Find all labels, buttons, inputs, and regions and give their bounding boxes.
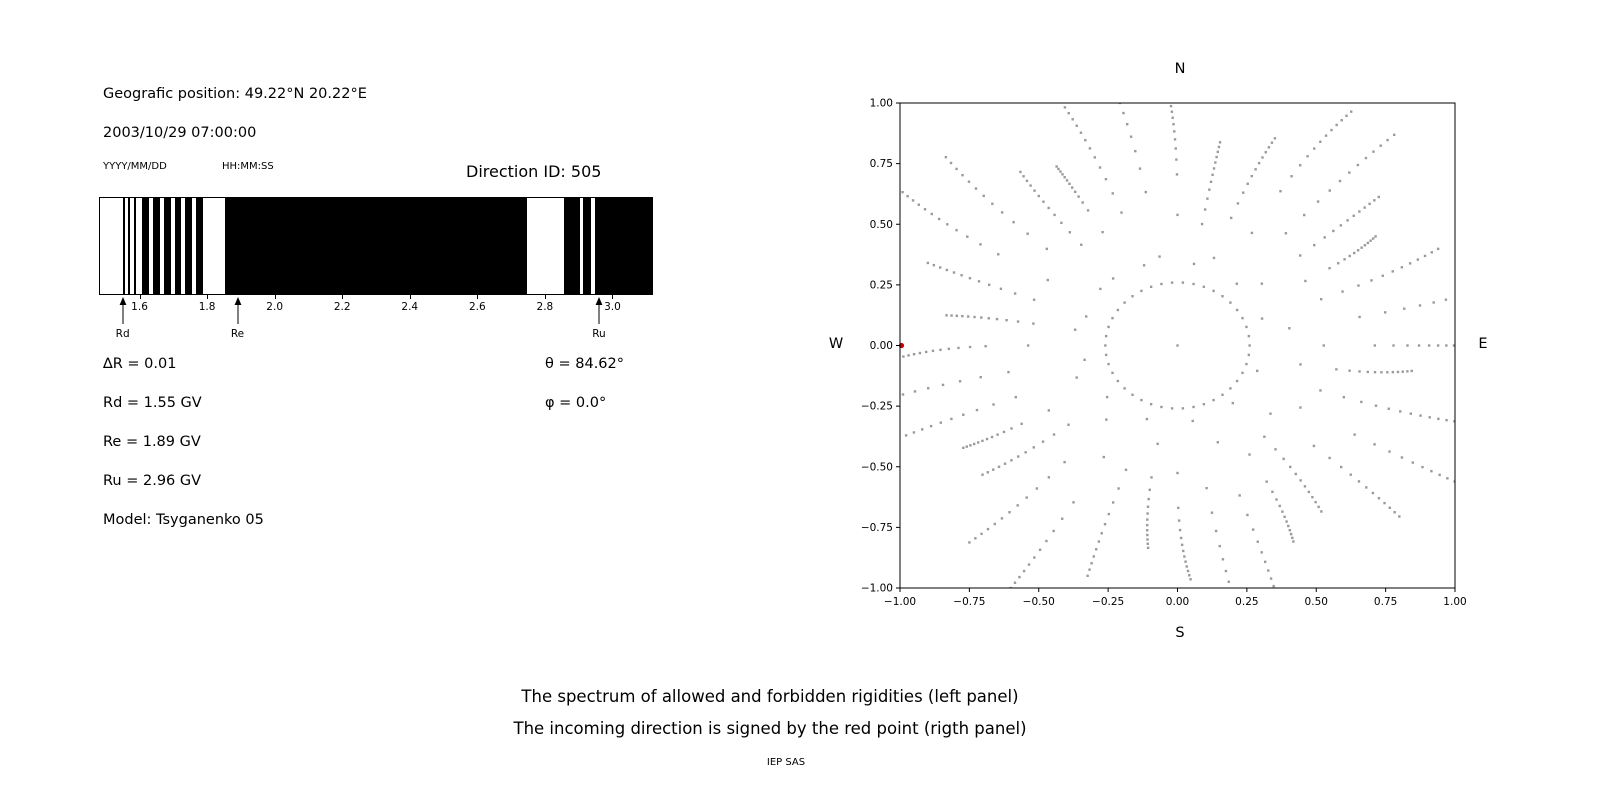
rigidity-tick-mark [342, 295, 344, 299]
observation-datetime: 2003/10/29 07:00:00 [103, 125, 257, 141]
allowed-band [133, 198, 136, 294]
y-tick-label: 0.75 [870, 158, 893, 170]
rigidity-tick-label: 1.8 [198, 301, 216, 313]
y-tick-label: 1.00 [870, 98, 893, 110]
rigidity-tick-label: 2.4 [401, 301, 419, 313]
rigidity-tick-mark [207, 295, 209, 299]
allowed-band [122, 198, 125, 294]
time-format-label: HH:MM:SS [222, 161, 274, 172]
cutoff-marker-label: Ru [592, 328, 606, 340]
model-name: Model: Tsyganenko 05 [103, 512, 264, 528]
rigidity-tick-label: 2.8 [536, 301, 554, 313]
theta-value: θ = 84.62° [545, 356, 624, 372]
allowed-band [163, 198, 171, 294]
allowed-band [224, 198, 528, 294]
rigidity-tick-mark [409, 295, 411, 299]
rigidity-tick-mark [274, 295, 276, 299]
allowed-band [142, 198, 150, 294]
phi-value: φ = 0.0° [545, 395, 607, 411]
cutoff-marker-label: Rd [115, 328, 130, 340]
rigidity-tick-label: 2.6 [468, 301, 486, 313]
rigidity-spectrum-plot [99, 197, 653, 295]
cutoff-marker-arrow [119, 297, 127, 324]
rigidity-tick-label: 2.2 [333, 301, 351, 313]
compass-north-label: N [1174, 61, 1186, 77]
re-value: Re = 1.89 GV [103, 434, 201, 450]
x-tick-label: 0.00 [1166, 596, 1189, 608]
caption-line-1: The spectrum of allowed and forbidden ri… [521, 687, 1019, 706]
compass-south-label: S [1175, 625, 1185, 641]
geo-position-text: Geografic position: 49.22°N 20.22°E [103, 86, 367, 102]
y-tick-label: −1.00 [861, 583, 893, 595]
compass-east-label: E [1478, 336, 1488, 352]
cutoff-marker-arrow [234, 297, 241, 324]
y-tick-label: −0.50 [861, 461, 893, 473]
rigidity-tick-mark [139, 295, 141, 299]
cutoff-marker-arrow [595, 297, 603, 324]
rigidity-axis: 1.6 1.8 2.0 2.2 2.4 2.6 2.8 3.0 Rd Re Ru [99, 295, 653, 355]
direction-plot-svg: 1.00 0.75 0.50 0.25 0.00 −0.25 −0.50 −0.75 −1.00… [861, 98, 1467, 609]
rigidity-tick-label: 3.0 [604, 301, 621, 313]
x-tick-label: 0.50 [1305, 596, 1328, 608]
ru-value: Ru = 2.96 GV [103, 473, 202, 489]
rigidity-tick-label: 1.6 [131, 301, 148, 313]
asymptotic-dots [901, 103, 1455, 588]
rigidity-tick-label: 2.0 [266, 301, 284, 313]
y-tick-label: 0.00 [870, 340, 893, 352]
cutoff-marker-label: Re [230, 328, 245, 340]
allowed-band [583, 198, 592, 294]
x-tick-label: −0.75 [953, 596, 985, 608]
rigidity-tick-mark [477, 295, 479, 299]
allowed-band [174, 198, 182, 294]
rigidity-tick-mark [544, 295, 546, 299]
direction-id: Direction ID: 505 [466, 162, 602, 181]
x-tick-label: 1.00 [1443, 596, 1466, 608]
allowed-band [594, 198, 652, 294]
allowed-band [196, 198, 203, 294]
y-tick-label: 0.25 [870, 279, 893, 291]
x-tick-label: −1.00 [884, 596, 916, 608]
x-tick-label: 0.25 [1235, 596, 1258, 608]
y-tick-label: −0.75 [861, 522, 893, 534]
delta-r-value: ∆R = 0.01 [103, 356, 177, 372]
credit-text: IEP SAS [766, 757, 806, 768]
allowed-band [128, 198, 131, 294]
date-format-label: YYYY/MM/DD [103, 161, 167, 172]
caption-line-2: The incoming direction is signed by the … [513, 719, 1027, 738]
x-tick-label: 0.75 [1374, 596, 1397, 608]
compass-west-label: W [828, 336, 844, 352]
x-tick-label: −0.25 [1092, 596, 1124, 608]
rd-value: Rd = 1.55 GV [103, 395, 202, 411]
y-tick-label: −0.25 [861, 401, 893, 413]
allowed-band [153, 198, 160, 294]
allowed-band [185, 198, 193, 294]
y-tick-label: 0.50 [870, 219, 893, 231]
x-tick-label: −0.50 [1023, 596, 1055, 608]
allowed-band [564, 198, 580, 294]
rigidity-tick-mark [612, 295, 614, 299]
